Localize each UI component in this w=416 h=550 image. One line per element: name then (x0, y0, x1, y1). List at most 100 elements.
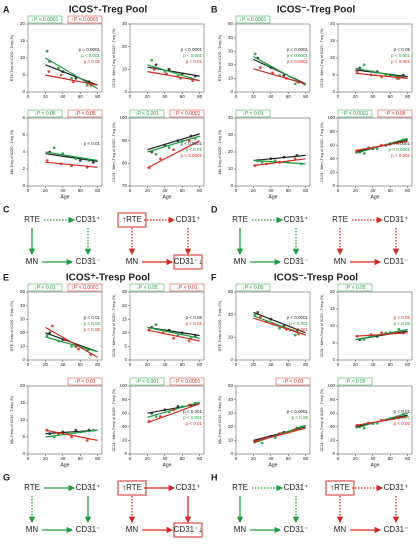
p-note: p = 0.0001 (79, 47, 101, 52)
node-label: ↑RTE (122, 483, 142, 492)
panel-label: E (3, 272, 9, 282)
node-label: RTE (232, 215, 248, 224)
x-tick-label: 60 (78, 456, 84, 461)
y-tick-label: 10 (228, 166, 234, 171)
node-label: MN (334, 257, 347, 266)
x-tick-label: 20 (145, 362, 151, 367)
p-note: p < 0.0001 (287, 315, 309, 320)
x-tick-label: 20 (145, 188, 151, 193)
p-tag: ↑P < 0.001 (135, 379, 159, 385)
x-tick-label: 0 (337, 188, 340, 193)
scatter-point (172, 408, 175, 412)
fit-line (253, 68, 306, 85)
p-note: p < 0.01 (394, 415, 411, 420)
y-tick-label: 20 (228, 335, 234, 340)
y-tick-label: 20 (122, 44, 128, 49)
y-tick-label: 40 (228, 397, 234, 402)
node-label: CD31⁺ (384, 215, 409, 224)
scatter-point (172, 148, 175, 152)
y-tick-label: 30 (122, 21, 128, 26)
y-tick-label: 20 (330, 438, 336, 443)
x-tick-label: 60 (388, 94, 394, 99)
p-note: p < 0.05 (186, 315, 203, 320)
y-tick-label: 100 (119, 115, 127, 120)
y-axis-label: CD31⁺ Mem-Tresp of ICOS⁺-Tresp (%) (112, 295, 116, 358)
y-tick-label: 5 (332, 340, 335, 345)
x-tick-label: 0 (337, 456, 340, 461)
y-tick-label: 90 (122, 138, 128, 143)
y-tick-label: 8 (22, 115, 25, 120)
p-note: p < 0.01 (394, 409, 411, 414)
scatter-point (59, 73, 63, 77)
p-tag-box (337, 283, 373, 292)
fit-line (45, 429, 98, 438)
x-tick-label: 20 (353, 188, 359, 193)
x-tick-label: 80 (303, 456, 309, 461)
scatter-point (260, 441, 264, 445)
x-axis-label: Age (163, 462, 172, 468)
p-tag: ↓P < 0.05 (34, 111, 55, 117)
x-tick-label: 80 (303, 362, 309, 367)
panel-label: D (211, 204, 218, 214)
plot-frame (337, 385, 413, 455)
x-tick-label: 80 (95, 362, 101, 367)
x-axis-label: Age (61, 194, 70, 200)
scatter-point (187, 339, 191, 343)
node-label: CD31⁺ (176, 483, 201, 492)
x-tick-label: 80 (95, 188, 101, 193)
p-note: p < 0.05 (292, 415, 309, 420)
scatter-point (256, 311, 260, 314)
scatter-point (362, 426, 366, 430)
y-tick-label: 30 (228, 410, 234, 415)
x-tick-label: 60 (180, 456, 186, 461)
p-tag: ↑P < 0.0001 (72, 17, 99, 23)
panel-label: C (3, 204, 10, 214)
y-tick-label: 40 (228, 115, 234, 120)
y-axis-label: CD31⁺ Mem-Treg of ICOS⁻-Treg (%) (320, 28, 324, 87)
x-tick-label: 60 (180, 362, 186, 367)
y-tick-label: 15 (330, 38, 336, 43)
p-tag-box (337, 109, 373, 118)
p-note: p < 0.001 (391, 153, 410, 158)
scatter-point (293, 333, 297, 337)
fit-line (45, 74, 98, 86)
node-label: ↑RTE (330, 483, 350, 492)
x-tick-label: 0 (337, 362, 340, 367)
y-tick-label: 60 (122, 410, 128, 415)
y-tick-label: 40 (20, 303, 26, 308)
x-tick-label: 0 (129, 94, 132, 99)
x-tick-label: 40 (268, 94, 274, 99)
scatter-point (74, 77, 78, 80)
y-tick-label: 10 (122, 67, 128, 72)
x-axis-label: Age (163, 194, 172, 200)
p-note: p < 0.001 (183, 415, 202, 420)
scatter-point (258, 315, 262, 319)
y-tick-label: 0 (230, 183, 233, 188)
node-label: CD31⁺ (284, 215, 309, 224)
scatter-point (278, 326, 281, 330)
x-tick-label: 20 (43, 456, 49, 461)
x-tick-label: 60 (78, 94, 84, 99)
fit-line (45, 151, 98, 162)
x-tick-label: 60 (388, 188, 394, 193)
plot-frame (129, 117, 205, 187)
y-tick-label: 0 (22, 357, 25, 362)
y-tick-label: 10 (20, 417, 26, 422)
node-label: MN (234, 525, 247, 534)
y-axis-label: MN-Treg of ICOS⁻-Treg (%) (218, 130, 222, 175)
scatter-point (282, 74, 286, 78)
scatter-point (154, 323, 158, 327)
p-tag: ↓P < 0.0001 (32, 17, 59, 23)
x-tick-label: 40 (60, 188, 66, 193)
x-tick-label: 40 (60, 456, 66, 461)
node-label: CD31⁺ (76, 483, 101, 492)
node-label: MN (26, 257, 39, 266)
y-tick-label: 20 (330, 170, 336, 175)
y-tick-label: 2 (22, 166, 25, 171)
x-tick-label: 20 (251, 362, 257, 367)
x-axis-label: Age (61, 462, 70, 468)
p-note: p < 0.05 (84, 59, 101, 64)
scatter-point (57, 66, 60, 70)
y-tick-label: 20 (228, 62, 234, 67)
y-tick-label: 20 (228, 149, 234, 154)
